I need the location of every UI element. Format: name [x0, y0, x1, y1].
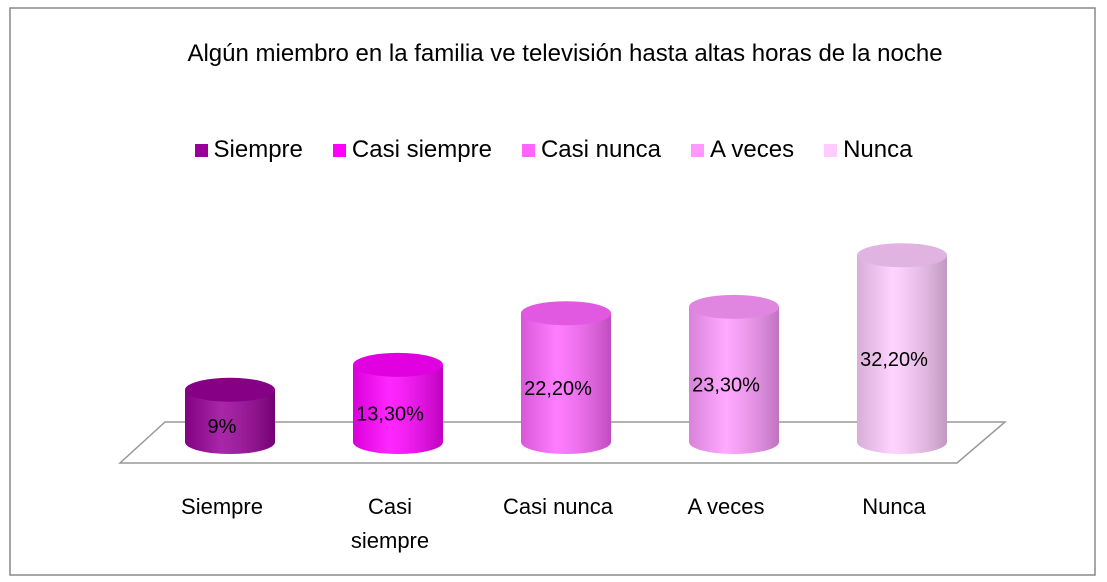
- x-tick-label: A veces: [687, 494, 765, 519]
- bar-top: [353, 352, 443, 377]
- legend-item: Siempre: [194, 136, 303, 164]
- bar-top: [521, 301, 611, 326]
- bar-top: [857, 243, 947, 268]
- bar-shade: [689, 306, 779, 454]
- x-tick-label: Nunca: [862, 494, 926, 519]
- legend: Siempre Casi siempre Casi nunca A veces Nunc…: [0, 136, 1107, 164]
- legend-item: Casi siempre: [332, 136, 492, 164]
- bar-shade: [857, 255, 947, 454]
- x-tick-label: Casi siempre: [350, 494, 430, 553]
- legend-item: Nunca: [824, 136, 912, 164]
- bar: [689, 294, 779, 454]
- bar-shade: [185, 389, 275, 454]
- bar-top-shade: [689, 294, 779, 319]
- legend-swatch: [824, 143, 838, 157]
- legend-label: Casi nunca: [540, 136, 662, 163]
- bar-top-shade: [353, 352, 443, 377]
- legend-label: A veces: [710, 136, 795, 163]
- bar-top-shade: [857, 243, 947, 268]
- x-tick-label: Casi nunca: [502, 494, 614, 519]
- bar-top-shade: [521, 301, 611, 326]
- legend-swatch: [691, 143, 705, 157]
- legend-item: A veces: [691, 136, 794, 164]
- legend-swatch: [332, 143, 346, 157]
- legend-label: Nunca: [843, 136, 913, 163]
- bar: [521, 301, 611, 454]
- bar: [185, 377, 275, 454]
- bar-top-shade: [185, 377, 275, 402]
- legend-item: Casi nunca: [521, 136, 662, 164]
- x-tick-label: Siempre: [181, 494, 263, 519]
- data-label: 13,30%: [356, 404, 424, 426]
- bar-shade: [521, 313, 611, 454]
- bar-top: [689, 294, 779, 319]
- legend-label: Casi siempre: [351, 136, 492, 163]
- bar-shade: [353, 364, 443, 454]
- chart-title: Algún miembro en la familia ve televisió…: [187, 40, 943, 67]
- data-label: 22,20%: [524, 378, 592, 400]
- legend-swatch: [194, 143, 208, 157]
- bar: [353, 352, 443, 454]
- bar-top: [185, 377, 275, 402]
- data-label: 32,20%: [860, 349, 928, 371]
- legend-swatch: [521, 143, 535, 157]
- data-label: 9%: [208, 416, 237, 438]
- legend-label: Siempre: [213, 136, 303, 163]
- data-label: 23,30%: [692, 375, 760, 397]
- bar: [857, 243, 947, 454]
